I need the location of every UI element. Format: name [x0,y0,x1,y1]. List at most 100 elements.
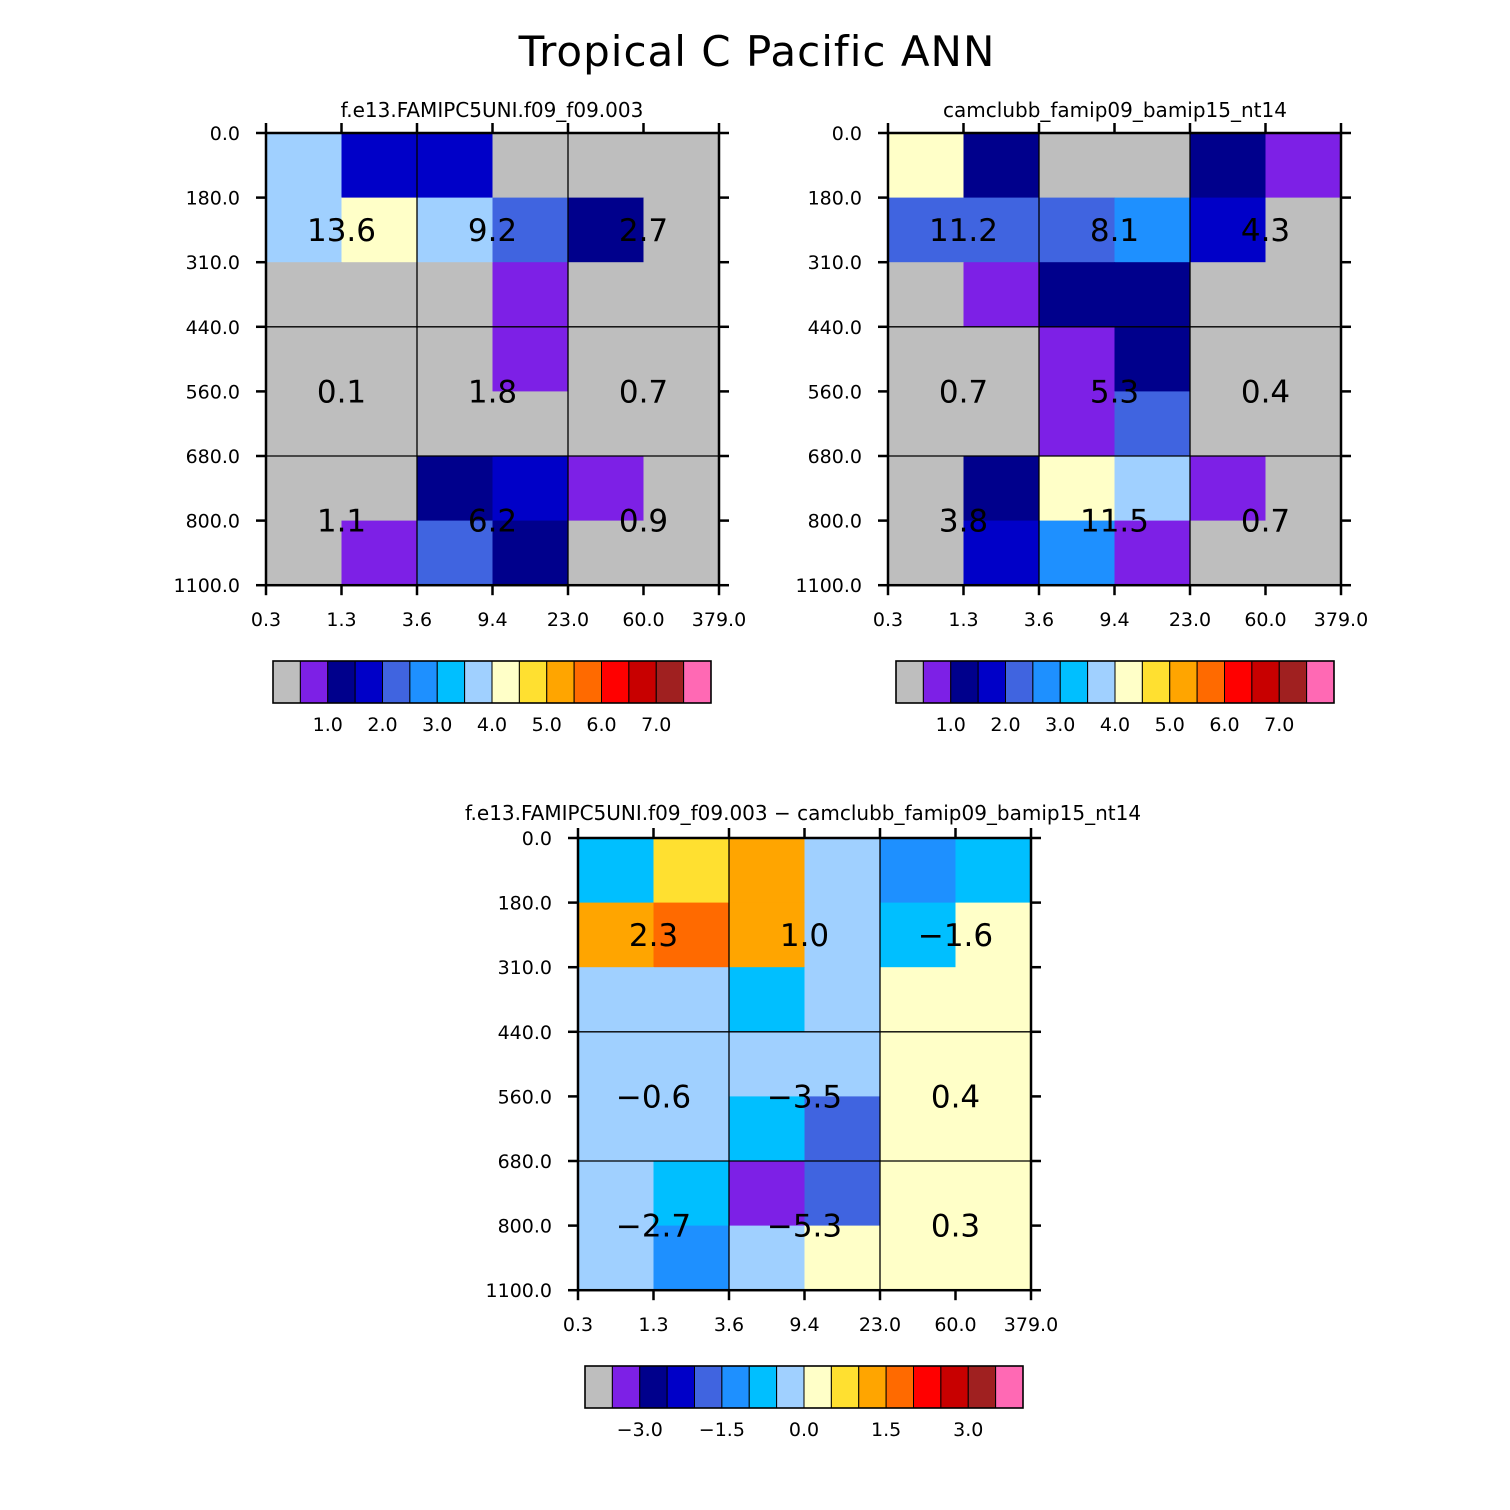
colorbar-swatch [683,660,712,704]
y-tick-label: 440.0 [186,317,240,339]
heatmap-cell [568,133,645,199]
x-tick-label: 379.0 [1314,609,1368,631]
y-tick-label: 180.0 [498,893,552,915]
panel-title: f.e13.FAMIPC5UNI.f09_f09.003 − camclubb_… [465,801,1141,825]
x-tick-label: 60.0 [1244,609,1286,631]
x-tick-label: 23.0 [547,609,589,631]
colorbar-label: −3.0 [617,1419,663,1441]
colorbar-label: 5.0 [1155,714,1185,736]
y-tick-label: 680.0 [186,446,240,468]
colorbar-label: 4.0 [477,714,507,736]
heatmap-cell [266,133,343,199]
heatmap-cell [888,133,965,199]
colorbar-label: 1.5 [871,1419,901,1441]
heatmap-cell [492,456,569,522]
colorbar-swatch [1224,660,1253,704]
y-tick-label: 680.0 [808,446,862,468]
heatmap-cell [963,133,1040,199]
y-tick-label: 180.0 [808,188,862,210]
heatmap-cell [1190,133,1267,199]
heatmap-cell [266,456,343,522]
heatmap-cell [653,1031,730,1097]
heatmap-cell [643,133,720,199]
colorbar-label: 7.0 [1264,714,1294,736]
y-tick-label: 800.0 [186,511,240,533]
colorbar-swatch [995,1365,1024,1409]
x-tick-label: 0.3 [251,609,281,631]
heatmap-cell [729,967,806,1033]
x-tick-label: 3.6 [402,609,432,631]
figure-title: Tropical C Pacific ANN [518,27,996,76]
colorbar-swatch [1059,660,1089,704]
heatmap-cell [492,520,569,586]
heatmap-cell [804,902,881,968]
colorbar-swatch [382,660,411,704]
heatmap-cell [880,1096,957,1162]
heatmap-cell [888,520,965,586]
y-tick-label: 1100.0 [796,575,862,597]
colorbar-swatch [272,660,301,704]
heatmap-cell [417,326,494,392]
colorbar-label: 2.0 [990,714,1020,736]
x-tick-label: 379.0 [1004,1314,1058,1336]
heatmap-cell [653,1225,730,1291]
heatmap-cell [1190,391,1267,457]
y-tick-label: 440.0 [808,317,862,339]
box-value-label: 1.1 [317,504,366,540]
heatmap-cell [955,1225,1032,1291]
colorbar-swatch [913,1365,942,1409]
heatmap-cell [653,1161,730,1227]
colorbar: −3.0 −1.5 0.0 1.5 3.0 [584,1365,1024,1441]
heatmap-cell [341,133,418,199]
y-tick-label: 180.0 [186,188,240,210]
box-value-label: −5.3 [767,1209,842,1245]
colorbar-swatch [885,1365,914,1409]
colorbar-swatch [299,660,329,704]
box-value-label: 1.8 [468,374,517,410]
colorbar-label: 6.0 [1209,714,1239,736]
colorbar-label: 0.0 [789,1419,819,1441]
heatmap-cell [955,838,1032,904]
colorbar-label: 3.0 [953,1419,983,1441]
heatmap-cell [341,391,418,457]
colorbar-swatch [1196,660,1225,704]
colorbar: 1.0 2.0 3.0 4.0 5.0 6.0 7.0 [272,660,712,736]
heatmap-cell [1265,326,1342,392]
x-tick-label: 0.3 [873,609,903,631]
heatmap-cell [653,967,730,1033]
x-tick-label: 1.3 [948,609,978,631]
colorbar-label: 3.0 [1045,714,1075,736]
heatmap-cell [963,456,1040,522]
heatmap-cell [417,133,494,199]
colorbar: 1.0 2.0 3.0 4.0 5.0 6.0 7.0 [895,660,1335,736]
colorbar-label: 7.0 [641,714,671,736]
x-tick-label: 9.4 [1099,609,1129,631]
x-tick-label: 1.3 [638,1314,668,1336]
heatmap-cell [955,967,1032,1033]
heatmap-cell [963,326,1040,392]
heatmap-cell [1265,456,1342,522]
heatmap-cell [653,838,730,904]
heatmap-cell [1039,520,1116,586]
colorbar-swatch [721,1365,750,1409]
x-tick-label: 23.0 [1169,609,1211,631]
heatmap-cell [888,456,965,522]
x-tick-label: 379.0 [692,609,746,631]
heatmap-cell [266,391,343,457]
colorbar-swatch [409,660,438,704]
heatmap-cell [729,1031,806,1097]
heatmap-cell [266,197,343,263]
heatmap-cell [341,520,418,586]
colorbar-swatch [655,660,685,704]
x-tick-label: 60.0 [934,1314,976,1336]
heatmap-cell [266,520,343,586]
heatmap-cell [492,133,569,199]
box-value-label: 8.1 [1090,213,1139,249]
heatmap-cell [578,1161,655,1227]
heatmap-cell [729,1225,806,1291]
heatmap-cell [1039,391,1116,457]
y-tick-label: 560.0 [186,381,240,403]
heatmap-cell [1190,456,1267,522]
colorbar-swatch [436,660,466,704]
